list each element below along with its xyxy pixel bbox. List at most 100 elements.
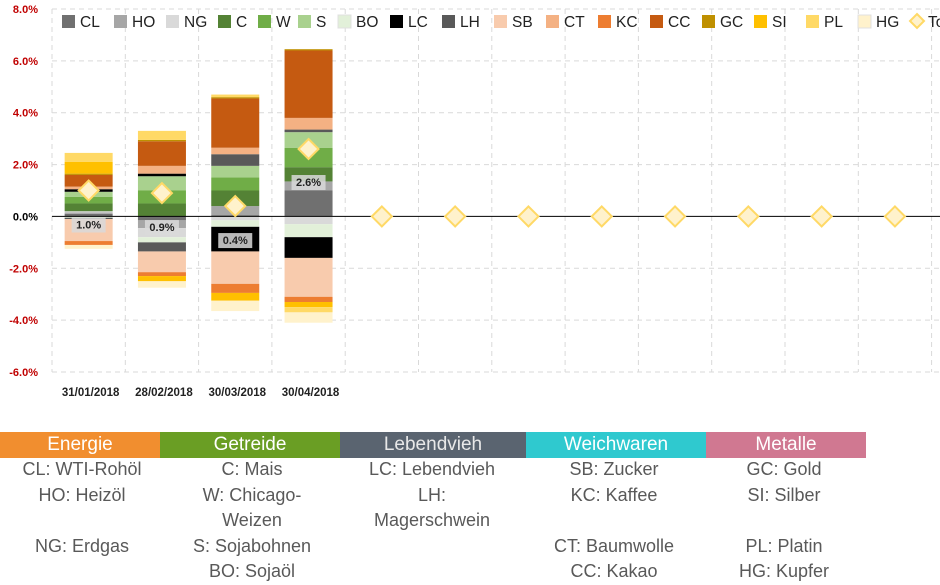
total-label: 0.4% [223,235,248,247]
bar-segment-bo [64,216,113,218]
legend-swatch [218,15,231,28]
legend-label: CT [564,14,585,31]
category-item: BO: Sojaöl [208,561,296,581]
y-tick-label: 2.0% [13,160,38,172]
bar-segment-ho [64,212,113,214]
bar-segment-lh [284,129,333,133]
legend-item-ho: HO [114,14,155,31]
legend-item-kc: KC [598,14,638,31]
legend-item-hg: HG [857,14,899,31]
bar-segment-si [137,276,186,282]
bar-segment-hg [64,244,113,249]
bar-segment-gc [137,139,186,142]
category-item: GC: Gold [746,459,822,479]
total-marker [77,179,101,202]
bar-segment-gc [64,173,113,175]
legend-label: SB [512,14,533,31]
legend-item-bo: BO [337,14,378,31]
chart-legend: CL HO NG C W S BO LC LH SB CT KC CC GC SI PL HG Total [62,12,940,31]
legend-swatch [298,15,311,28]
legend-item-pl: PL [806,14,843,31]
bar-segment-lh [211,154,260,166]
legend-item-si: SI [754,14,787,31]
total-label: 1.0% [76,220,101,232]
category-item: LH: [417,484,446,505]
legend-swatch [650,15,663,28]
legend-label: CC [668,14,690,31]
legend-label: LH [460,14,480,31]
legend-item-total: Total [908,12,940,31]
legend-swatch [702,15,715,28]
legend-item-lh: LH [442,14,480,31]
category-item: LC: Lebendvieh [368,459,496,479]
total-label-bg [144,220,179,236]
legend-item-lc: LC [390,14,428,31]
bar-segment-kc [284,296,333,302]
bar-segment-ct [284,117,333,130]
y-tick-label: 4.0% [13,108,38,120]
legend-label: HO [132,14,155,31]
category-item: HG: Kupfer [738,561,830,581]
y-axis-ticks: -6.0% -4.0% -2.0% 0.0% 2.0% 4.0% 6.0% 8.0% [9,4,38,379]
total-marker [443,205,467,228]
category-item: SI: Silber [747,484,821,505]
bar-segment-lc [137,173,186,177]
total-label-bg [291,175,326,191]
category-header-metalle: Metalle [706,432,866,458]
bar-segment-ct [211,147,260,155]
legend-label: SI [772,14,787,31]
bar-segment-ct [137,165,186,174]
bar-segment-sb [211,251,260,284]
x-tick-label: 30/04/2018 [282,387,340,399]
total-marker [297,137,320,161]
y-tick-label: -6.0% [9,367,38,379]
legend-item-sb: SB [494,14,533,31]
y-tick-label: 6.0% [13,56,38,68]
category-item: CL: WTI-Rohöl [22,459,142,479]
legend-swatch [908,12,926,30]
legend-label: Total [928,14,940,31]
legend-label: HG [876,14,899,31]
total-label: 2.6% [296,177,321,189]
legend-swatch [546,15,559,28]
category-item: Weizen [222,510,282,530]
bar-segment-bo [284,224,333,238]
category-item: PL: Platin [745,535,823,556]
bar-segment-lh [137,242,186,252]
legend-label: GC [720,14,743,31]
total-marker [370,205,394,228]
bar-segment-cl [137,216,186,221]
bar-segment-si [211,292,260,301]
bar-segment-cl [284,190,333,217]
total-marker [590,205,614,228]
legend-label: BO [356,14,378,31]
category-item: Magerschwein [373,510,491,530]
bar-segment-sb [137,251,186,273]
legend-item-s: S [298,14,326,31]
category-item: NG: Erdgas [34,535,130,556]
bar-segment-kc [64,241,113,245]
bar-segment-ng [64,211,113,213]
legend-label: PL [824,14,843,31]
legend-item-w: W [258,14,291,31]
y-tick-label: -2.0% [9,263,38,275]
category-item: W: Chicago- [202,484,302,505]
legend-swatch [390,15,403,28]
bar-segment-c [137,203,186,217]
total-label: 0.9% [149,222,174,234]
bar-segment-kc [137,272,186,277]
category-item [684,508,884,534]
legend-swatch [62,15,75,28]
category-header-lebendvieh: Lebendvieh [340,432,526,458]
category-item: HO: Heizöl [38,484,126,505]
category-item: S: Sojabohnen [192,535,312,556]
bar-segment-ng [284,216,333,225]
legend-item-ng: NG [166,14,207,31]
bar-segment-s [211,165,260,178]
legend-label: S [316,14,326,31]
legend-item-cc: CC [650,14,690,31]
legend-swatch [806,15,819,28]
legend-swatch [114,15,127,28]
bar-segment-pl [211,94,260,98]
total-marker [150,181,174,205]
